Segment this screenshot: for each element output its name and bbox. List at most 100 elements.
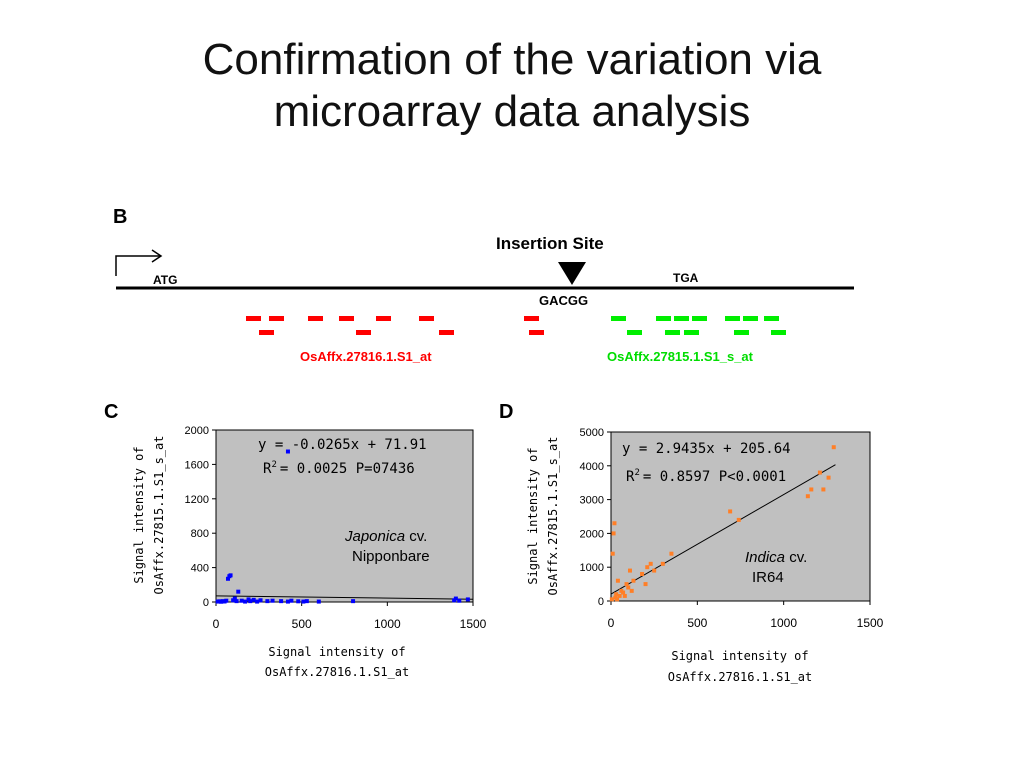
data-point	[610, 551, 615, 556]
y-tick-label: 3000	[580, 495, 604, 507]
data-point	[631, 578, 636, 583]
panel-d-label: D	[499, 401, 513, 423]
data-point	[304, 599, 309, 604]
data-point	[609, 597, 614, 602]
data-point	[236, 589, 241, 594]
y-tick-label: 2000	[580, 528, 604, 540]
data-point	[453, 596, 458, 601]
data-point	[612, 521, 617, 526]
data-point	[660, 561, 665, 566]
data-point	[648, 561, 653, 566]
y-tick-label: 2000	[185, 425, 209, 437]
data-point	[622, 593, 627, 598]
probe-segment-left	[439, 330, 454, 335]
data-point	[224, 598, 229, 603]
data-point	[805, 494, 810, 499]
site-sequence-label: GACGG	[539, 293, 588, 308]
y-tick-label: 0	[598, 596, 604, 608]
trendline-d	[610, 464, 836, 595]
probe-segment-right	[674, 316, 689, 321]
slide-title: Confirmation of the variation via microa…	[0, 34, 1024, 138]
x-tick-label: 500	[687, 616, 707, 630]
probe-segment-left	[356, 330, 371, 335]
variety-name-d: IR64	[752, 569, 784, 586]
y-tick-label: 4000	[580, 461, 604, 473]
variety-suffix-c: cv.	[405, 528, 427, 545]
probe-segment-left	[308, 316, 323, 321]
data-point	[255, 599, 260, 604]
x-tick-label: 0	[213, 617, 220, 631]
r2-text-c: = 0.0025 P=07436	[280, 461, 415, 477]
data-point	[243, 599, 248, 604]
probes-right	[611, 316, 786, 335]
probe-segment-left	[246, 316, 261, 321]
gene-diagram: B Insertion Site ATG TGA GACGG OsAffx.27…	[113, 206, 854, 364]
data-point	[316, 599, 321, 604]
data-point	[611, 531, 616, 536]
probe-segment-right	[656, 316, 671, 321]
promoter-arrow-icon	[115, 255, 160, 276]
equation-c: y = -0.0265x + 71.91	[258, 437, 427, 453]
data-point	[652, 568, 657, 573]
data-point	[629, 588, 634, 593]
probe-segment-right	[684, 330, 699, 335]
scatter-chart-d: D 0 1000 2000 3000 4000 5000 0 500 1000 1500 y = …	[499, 401, 884, 684]
insertion-site-label: Insertion Site	[496, 234, 604, 253]
data-point	[285, 599, 290, 604]
probe-segment-right	[734, 330, 749, 335]
variety-italic-d: Indica	[745, 549, 785, 566]
data-point	[614, 592, 619, 597]
data-point	[736, 517, 741, 522]
probe-segment-right	[627, 330, 642, 335]
data-point	[279, 599, 284, 604]
r2-d: R2 = 0.8597 P<0.0001	[626, 468, 786, 485]
data-point	[645, 565, 650, 570]
y-tick-label: 1600	[185, 459, 209, 471]
slide-title-line1: Confirmation of the variation via	[202, 35, 822, 84]
data-point	[669, 551, 674, 556]
ylabel-line1-c: Signal intensity of	[132, 446, 146, 583]
data-point	[728, 509, 733, 514]
xlabel-line2-d: OsAffx.27816.1.S1_at	[668, 670, 813, 684]
data-point	[289, 598, 294, 603]
variety-name-c: Nipponbare	[352, 548, 430, 565]
plot-area-c	[215, 429, 474, 603]
r2-text-d: = 0.8597 P<0.0001	[643, 469, 786, 485]
y-tick-label: 5000	[580, 427, 604, 439]
ylabel-line2-c: OsAffx.27815.1.S1_s_at	[152, 436, 166, 595]
panel-c-label: C	[104, 401, 118, 423]
x-tick-label: 1500	[857, 616, 884, 630]
ylabel-line1-d: Signal intensity of	[526, 447, 540, 584]
probe-segment-left	[339, 316, 354, 321]
data-point	[821, 487, 826, 492]
probe-segment-left	[529, 330, 544, 335]
xlabel-line2-c: OsAffx.27816.1.S1_at	[265, 665, 410, 679]
insertion-arrow-icon	[558, 262, 586, 285]
data-point	[285, 449, 290, 454]
data-point	[626, 585, 631, 590]
data-point	[258, 598, 263, 603]
probe-segment-right	[771, 330, 786, 335]
x-tick-label: 500	[292, 617, 312, 631]
probe-left-label: OsAffx.27816.1.S1_at	[300, 349, 432, 364]
data-point	[248, 599, 253, 604]
data-point	[225, 576, 230, 581]
data-point	[831, 445, 836, 450]
data-point	[809, 487, 814, 492]
start-codon-label: ATG	[153, 273, 177, 287]
probe-segment-left	[269, 316, 284, 321]
panel-b-label: B	[113, 206, 127, 228]
data-point	[615, 597, 620, 602]
data-point	[817, 470, 822, 475]
data-point	[296, 599, 301, 604]
r2-c: R2 = 0.0025 P=07436	[263, 460, 415, 477]
data-point	[239, 598, 244, 603]
probe-segment-right	[743, 316, 758, 321]
data-point	[643, 582, 648, 587]
trendline-c	[215, 595, 474, 600]
data-point	[228, 573, 233, 578]
probes-left	[246, 316, 544, 335]
probe-right-label: OsAffx.27815.1.S1_s_at	[607, 349, 754, 364]
y-tick-label: 800	[191, 528, 209, 540]
